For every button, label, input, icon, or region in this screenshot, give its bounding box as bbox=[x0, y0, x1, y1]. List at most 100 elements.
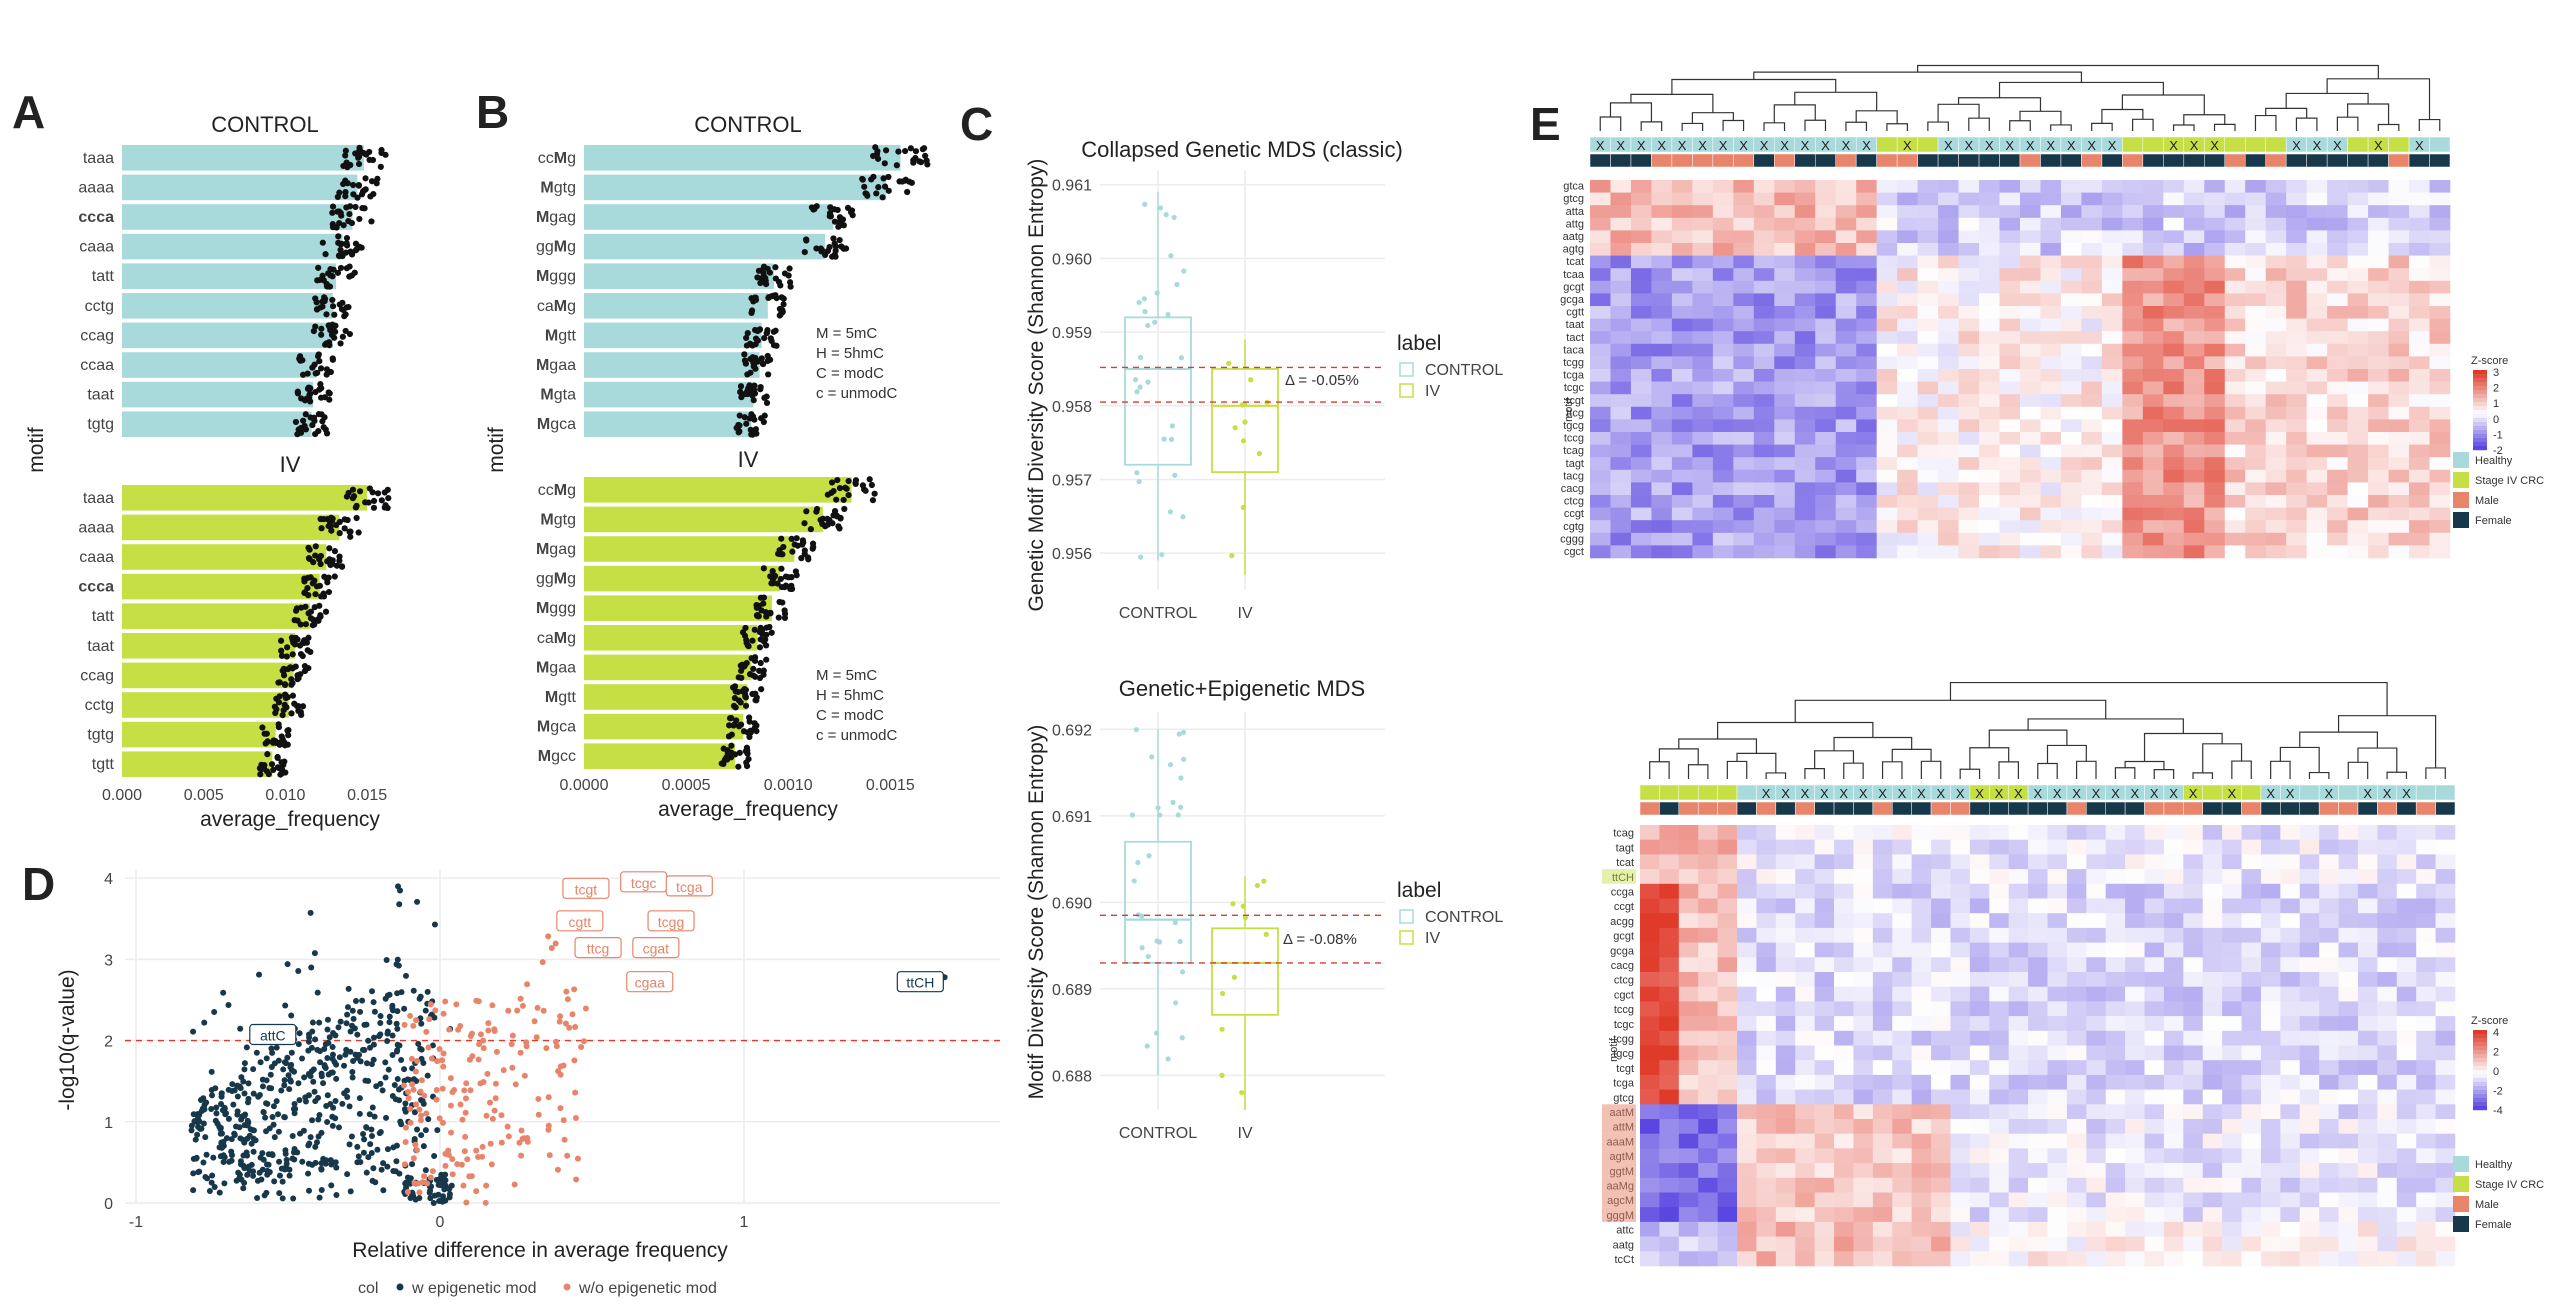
e-bottom-cell bbox=[2047, 942, 2068, 958]
e-bottom-cell bbox=[1678, 869, 1699, 885]
d-point-w-mod bbox=[349, 1007, 356, 1014]
e-top-annot-sex bbox=[2244, 153, 2266, 168]
e-bottom-cell bbox=[1969, 957, 1990, 973]
b-xtick: 0.0005 bbox=[662, 777, 711, 794]
e-top-cell bbox=[1835, 293, 1857, 307]
e-top-cell bbox=[2306, 356, 2328, 370]
b-control-label-Mgta: Mgta bbox=[540, 387, 576, 404]
e-top-cell bbox=[1692, 369, 1714, 382]
e-top-cell bbox=[1979, 457, 2000, 471]
e-top-cell bbox=[1590, 469, 1611, 483]
e-top-cell bbox=[2142, 356, 2164, 370]
e-bottom-cell bbox=[2028, 927, 2048, 943]
e-bottom-cell bbox=[1640, 883, 1660, 899]
e-top-cell bbox=[2265, 444, 2287, 458]
e-bottom-annot-mark: X bbox=[2189, 786, 2198, 801]
e-bottom-cell bbox=[2066, 1030, 2087, 1046]
e-bottom-cell bbox=[2125, 986, 2145, 1002]
b-iv-dot bbox=[819, 515, 827, 522]
a-iv-dot bbox=[289, 679, 296, 687]
d-point-w-mod bbox=[312, 1036, 319, 1043]
e-bottom-cell bbox=[1640, 942, 1660, 958]
e-top-cell bbox=[1835, 205, 1857, 219]
e-bottom-cell bbox=[2222, 1060, 2242, 1076]
e-bottom-cell bbox=[1756, 1001, 1777, 1017]
e-top-cell bbox=[1794, 343, 1816, 357]
d-point-wo-mod bbox=[462, 1109, 469, 1116]
d-point-w-mod bbox=[370, 1034, 377, 1041]
e-top-cell bbox=[2224, 381, 2246, 395]
e-bottom-row-attc: attc bbox=[1616, 1225, 1634, 1237]
e-top-cell bbox=[1610, 192, 1632, 206]
e-top-cell bbox=[1794, 217, 1816, 231]
a-iv-dot bbox=[302, 621, 309, 628]
a-control-dot bbox=[336, 189, 343, 196]
e-bottom-cell bbox=[1872, 1236, 1893, 1252]
e-bottom-cell bbox=[1950, 854, 1971, 870]
d-point-w-mod bbox=[265, 1161, 272, 1168]
a-control-dot bbox=[318, 325, 325, 332]
e-bottom-annot-mark: X bbox=[2092, 786, 2101, 801]
e-bottom-cell bbox=[1892, 1089, 1912, 1105]
a-iv-dot bbox=[277, 637, 285, 644]
e-top-cell bbox=[1794, 444, 1816, 458]
e-bottom-cell bbox=[2125, 825, 2145, 840]
e-top-cell bbox=[1856, 331, 1877, 345]
e-bottom-cell bbox=[1834, 972, 1854, 987]
e-top-cell bbox=[1733, 532, 1755, 546]
e-top-annot-sex bbox=[1651, 153, 1673, 168]
e-bottom-cell bbox=[2338, 1089, 2359, 1105]
e-bottom-cell bbox=[1931, 1177, 1951, 1193]
e-top-cell bbox=[1815, 495, 1837, 508]
e-bottom-cell bbox=[2105, 1251, 2126, 1267]
e-bottom-cell bbox=[1892, 898, 1912, 914]
motif-char: M bbox=[545, 689, 558, 706]
d-point-w-mod bbox=[282, 1147, 289, 1154]
e-top-cell bbox=[1692, 243, 1714, 256]
e-bottom-cell bbox=[2435, 1207, 2456, 1223]
e-bottom-cell bbox=[1911, 1177, 1932, 1193]
e-top-cell bbox=[1651, 343, 1673, 357]
e-bottom-cell bbox=[2338, 869, 2359, 885]
e-top-cell bbox=[2142, 243, 2164, 256]
e-top-cell bbox=[1774, 180, 1796, 193]
e-bottom-cell bbox=[2260, 957, 2281, 973]
e-top-cell bbox=[2081, 268, 2103, 282]
e-top-cell bbox=[1651, 444, 1673, 458]
d-point-w-mod bbox=[188, 1127, 195, 1134]
e-top-annot-sex bbox=[1937, 153, 1959, 168]
b-iv-dot bbox=[760, 600, 767, 607]
e-bottom-cell bbox=[1969, 1192, 1990, 1208]
e-bottom-cell bbox=[2086, 1148, 2107, 1164]
e-bottom-cell bbox=[2357, 1001, 2378, 1017]
e-top-cell bbox=[2101, 419, 2123, 433]
e-top-cell bbox=[1630, 331, 1652, 345]
e-top-cell bbox=[1794, 255, 1816, 269]
b-iv-dot bbox=[833, 496, 840, 503]
e-top-cell bbox=[1692, 230, 1714, 244]
e-bottom-cell bbox=[2105, 957, 2126, 973]
b-control-dot bbox=[786, 265, 793, 272]
e-top-cell bbox=[1794, 457, 1816, 471]
e-top-cell bbox=[1938, 507, 1959, 521]
e-bottom-cell bbox=[1950, 1074, 1971, 1090]
e-bottom-cell bbox=[2105, 898, 2126, 914]
e-bottom-cell bbox=[1775, 1177, 1796, 1193]
e-bottom-cell bbox=[2435, 1060, 2456, 1076]
e-bottom-cell bbox=[2202, 986, 2223, 1002]
e-top-zscale bbox=[2473, 430, 2487, 435]
a-iv-bar-tatt bbox=[122, 603, 310, 629]
e-bottom-cell bbox=[2416, 1207, 2436, 1223]
d-point-w-mod bbox=[396, 1170, 403, 1177]
a-iv-bar-aaaa bbox=[122, 514, 340, 541]
b-iv-dot bbox=[871, 490, 878, 497]
d-point-wo-mod bbox=[461, 1087, 468, 1094]
e-bottom-cell bbox=[1853, 898, 1874, 914]
d-point-w-mod bbox=[276, 1172, 283, 1179]
e-bottom-cell bbox=[2377, 1089, 2398, 1105]
e-bottom-cell bbox=[1698, 1030, 1718, 1046]
e-top-cell bbox=[2163, 495, 2185, 508]
e-bottom-cell bbox=[1950, 986, 1971, 1002]
b-control-bar-ggMg bbox=[584, 233, 826, 260]
d-point-w-mod bbox=[318, 1165, 325, 1172]
